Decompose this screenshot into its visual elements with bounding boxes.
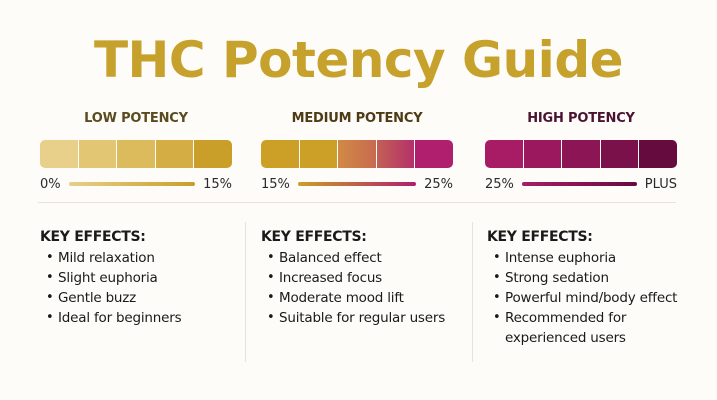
bar-segment	[78, 140, 118, 168]
section-divider	[38, 202, 676, 203]
list-item: • Gentle buzz	[46, 290, 137, 306]
bullet-icon: •	[267, 270, 275, 285]
bullet-icon: •	[267, 310, 275, 325]
list-item: • Slight euphoria	[46, 270, 158, 286]
column-divider	[472, 222, 473, 362]
bar-segment	[338, 140, 377, 168]
bar-segment	[485, 140, 524, 168]
range-start: 0%	[40, 176, 61, 192]
bullet-icon: •	[493, 270, 501, 285]
page-title: THC Potency Guide	[93, 31, 624, 89]
bar-segment	[261, 140, 300, 168]
bullet-icon: •	[493, 310, 501, 325]
range-end: 15%	[203, 176, 232, 192]
effects-heading: KEY EFFECTS:	[261, 229, 367, 245]
bar-segment	[40, 140, 79, 168]
effects-heading: KEY EFFECTS:	[487, 229, 593, 245]
list-item: • Suitable for regular users	[267, 310, 446, 326]
tier-medium-potency: MEDIUM POTENCY 15% 25%	[261, 110, 453, 193]
potency-bar	[485, 140, 677, 168]
bar-segment	[299, 140, 339, 168]
tier-high-potency: HIGH POTENCY 25% PLUS	[485, 110, 677, 193]
bullet-icon: •	[46, 290, 54, 305]
potency-range: 25% PLUS	[485, 175, 677, 193]
bullet-icon: •	[267, 250, 275, 265]
range-line	[521, 182, 637, 186]
list-item: • Increased focus	[267, 270, 383, 286]
range-end: PLUS	[644, 176, 677, 192]
list-item: • Mild relaxation	[46, 250, 155, 266]
bar-segment	[155, 140, 195, 168]
range-start: 25%	[485, 176, 514, 192]
list-item: • Strong sedation	[493, 270, 609, 286]
bar-segment	[562, 140, 601, 168]
bar-segment	[639, 140, 677, 168]
bullet-icon: •	[267, 290, 275, 305]
potency-bar	[261, 140, 453, 168]
effects-high: KEY EFFECTS: • Intense euphoria • Strong s…	[487, 228, 702, 348]
potency-bar	[40, 140, 232, 168]
list-item: • Recommended for experienced users	[493, 310, 627, 346]
bar-segment	[523, 140, 563, 168]
column-divider	[245, 222, 246, 362]
bar-segment	[415, 140, 453, 168]
range-end: 25%	[424, 176, 453, 192]
bullet-icon: •	[46, 270, 54, 285]
bullet-icon: •	[493, 250, 501, 265]
range-line	[68, 182, 196, 186]
effects-medium: KEY EFFECTS: • Balanced effect • Increased…	[261, 228, 466, 328]
bar-segment	[376, 140, 416, 168]
bar-segment	[194, 140, 232, 168]
effects-list: • Balanced effect • Increased focus • Moder…	[261, 248, 466, 328]
list-item: • Ideal for beginners	[46, 310, 182, 326]
tier-low-potency: LOW POTENCY 0% 15%	[40, 110, 232, 193]
bullet-icon: •	[493, 290, 501, 305]
effects-heading: KEY EFFECTS:	[40, 229, 146, 245]
bar-segment	[117, 140, 156, 168]
potency-range: 15% 25%	[261, 175, 453, 193]
bullet-icon: •	[46, 310, 54, 325]
range-line	[297, 182, 417, 186]
potency-range: 0% 15%	[40, 175, 232, 193]
effects-list: • Intense euphoria • Strong sedation • Powe…	[487, 248, 702, 348]
range-start: 15%	[261, 176, 290, 192]
tier-label: MEDIUM POTENCY	[291, 111, 423, 126]
tier-label: HIGH POTENCY	[527, 111, 635, 126]
list-item: • Balanced effect	[267, 250, 382, 266]
bullet-icon: •	[46, 250, 54, 265]
tier-label: LOW POTENCY	[84, 111, 188, 126]
bar-segment	[600, 140, 640, 168]
effects-list: • Mild relaxation • Slight euphoria • Gentl…	[40, 248, 235, 328]
list-item: • Moderate mood lift	[267, 290, 404, 306]
list-item: • Intense euphoria	[493, 250, 616, 266]
effects-low: KEY EFFECTS: • Mild relaxation • Slight eu…	[40, 228, 235, 328]
list-item: • Powerful mind/body effect	[493, 290, 678, 306]
